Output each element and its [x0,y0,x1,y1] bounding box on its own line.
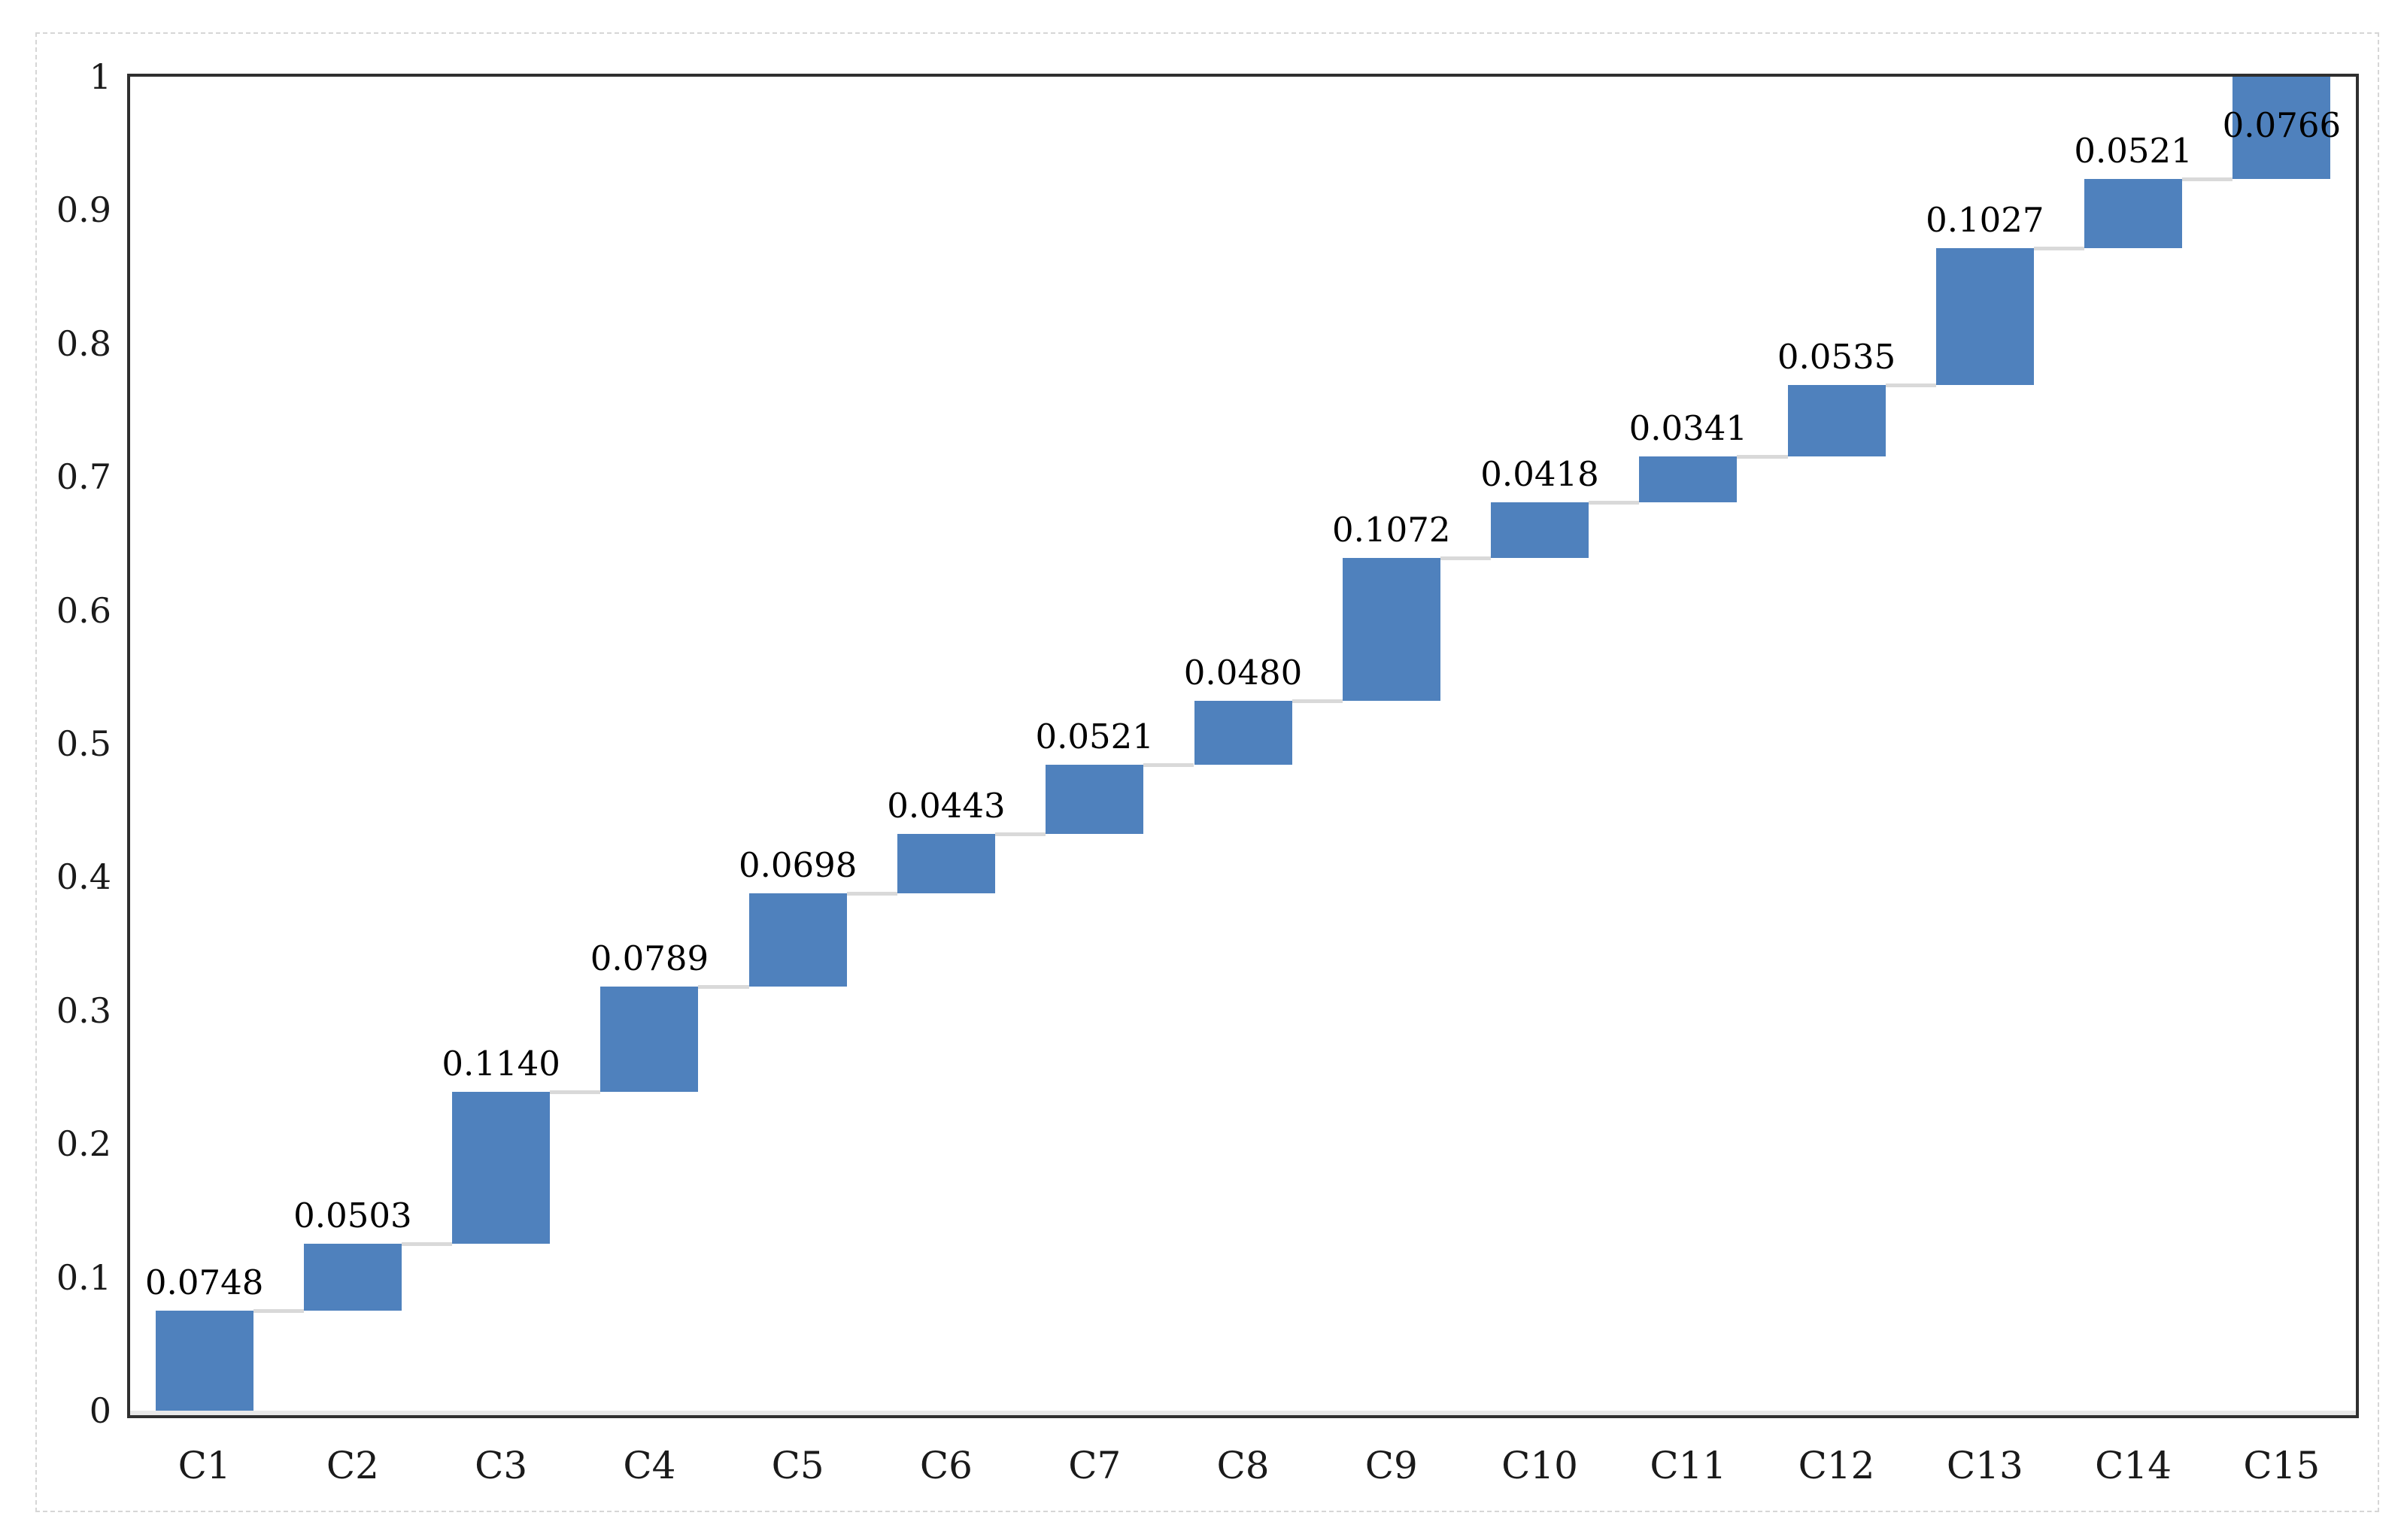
category-label-C13: C13 [1946,1444,2023,1487]
connector-line [2182,177,2233,181]
category-label-C3: C3 [475,1444,528,1487]
bars-layer [130,77,2356,1415]
bar-C6 [897,834,995,894]
y-tick-label-1: 1 [89,56,111,97]
connector-line [401,1242,453,1247]
connector-line [1143,763,1194,768]
y-tick-label-0.6: 0.6 [56,590,111,631]
bar-value-label: 0.1140 [442,1043,560,1084]
y-tick-label-0.8: 0.8 [56,323,111,364]
bar-C8 [1194,700,1292,765]
bar-C15 [2232,77,2331,179]
category-label-C10: C10 [1501,1444,1578,1487]
plot-area: 0.0748 0.0503 0.1140 0.0789 0.0698 0.0443 0.05… [127,74,2359,1418]
y-tick-label-0.1: 0.1 [56,1257,111,1298]
bar-value-label: 0.1072 [1332,509,1451,550]
connector-line [846,892,897,896]
bar-value-label: 0.1027 [1926,199,2044,240]
y-tick-label-0.5: 0.5 [56,723,111,764]
value-labels-layer: 0.0748 0.0503 0.1140 0.0789 0.0698 0.0443 0.05… [130,77,2356,1415]
bar-value-label: 0.0341 [1628,408,1748,449]
category-label-C8: C8 [1216,1444,1270,1487]
bar-value-label: 0.0521 [2074,130,2193,171]
bar-C3 [452,1091,551,1244]
connector-line [253,1309,304,1314]
connector-line [1589,500,1640,505]
y-tick-label-0.9: 0.9 [56,189,111,231]
bar-value-label: 0.0521 [1035,717,1154,757]
connector-line [550,1090,601,1094]
y-tick-label-0.4: 0.4 [56,856,111,898]
category-label-C7: C7 [1068,1444,1122,1487]
connector-line [698,984,749,989]
y-tick-label-0.7: 0.7 [56,456,111,498]
bar-C12 [1787,385,1886,457]
y-tick-label-0: 0 [89,1390,111,1431]
bar-value-label: 0.0748 [144,1263,264,1303]
category-label-C12: C12 [1798,1444,1875,1487]
bar-C10 [1491,502,1589,558]
bar-C5 [748,893,847,987]
category-label-C11: C11 [1650,1444,1727,1487]
bar-C4 [600,986,699,1092]
zero-gridline [130,1411,2356,1415]
bar-C14 [2084,178,2183,248]
connector-line [2033,246,2085,250]
category-label-C6: C6 [919,1444,973,1487]
bar-C13 [1935,247,2034,386]
connector-line [994,832,1046,837]
connector-line [1737,455,1788,459]
y-tick-label-0.2: 0.2 [56,1123,111,1165]
bar-C2 [303,1244,402,1311]
bar-value-label: 0.0480 [1183,652,1303,693]
category-label-C4: C4 [623,1444,676,1487]
bar-value-label: 0.0503 [293,1196,412,1236]
bar-C11 [1639,456,1738,502]
bar-value-label: 0.0698 [738,845,857,886]
bar-value-label: 0.0418 [1480,453,1599,494]
category-label-C15: C15 [2243,1444,2320,1487]
bar-value-label: 0.0443 [887,786,1006,826]
bar-value-label: 0.0789 [590,938,709,978]
category-label-C9: C9 [1364,1444,1418,1487]
category-label-C1: C1 [178,1444,231,1487]
connector-line [1440,556,1492,560]
category-label-C14: C14 [2095,1444,2172,1487]
y-tick-label-0.3: 0.3 [56,990,111,1031]
bar-value-label: 0.0535 [1777,337,1896,377]
connector-line [1885,383,1936,388]
connector-line [1292,699,1343,703]
connectors-layer [130,77,2356,1415]
bar-C9 [1342,557,1440,701]
bar-value-label: 0.0766 [2222,105,2342,145]
category-label-C2: C2 [326,1444,379,1487]
category-label-C5: C5 [771,1444,824,1487]
bar-C7 [1046,765,1144,835]
bar-C1 [155,1311,253,1411]
